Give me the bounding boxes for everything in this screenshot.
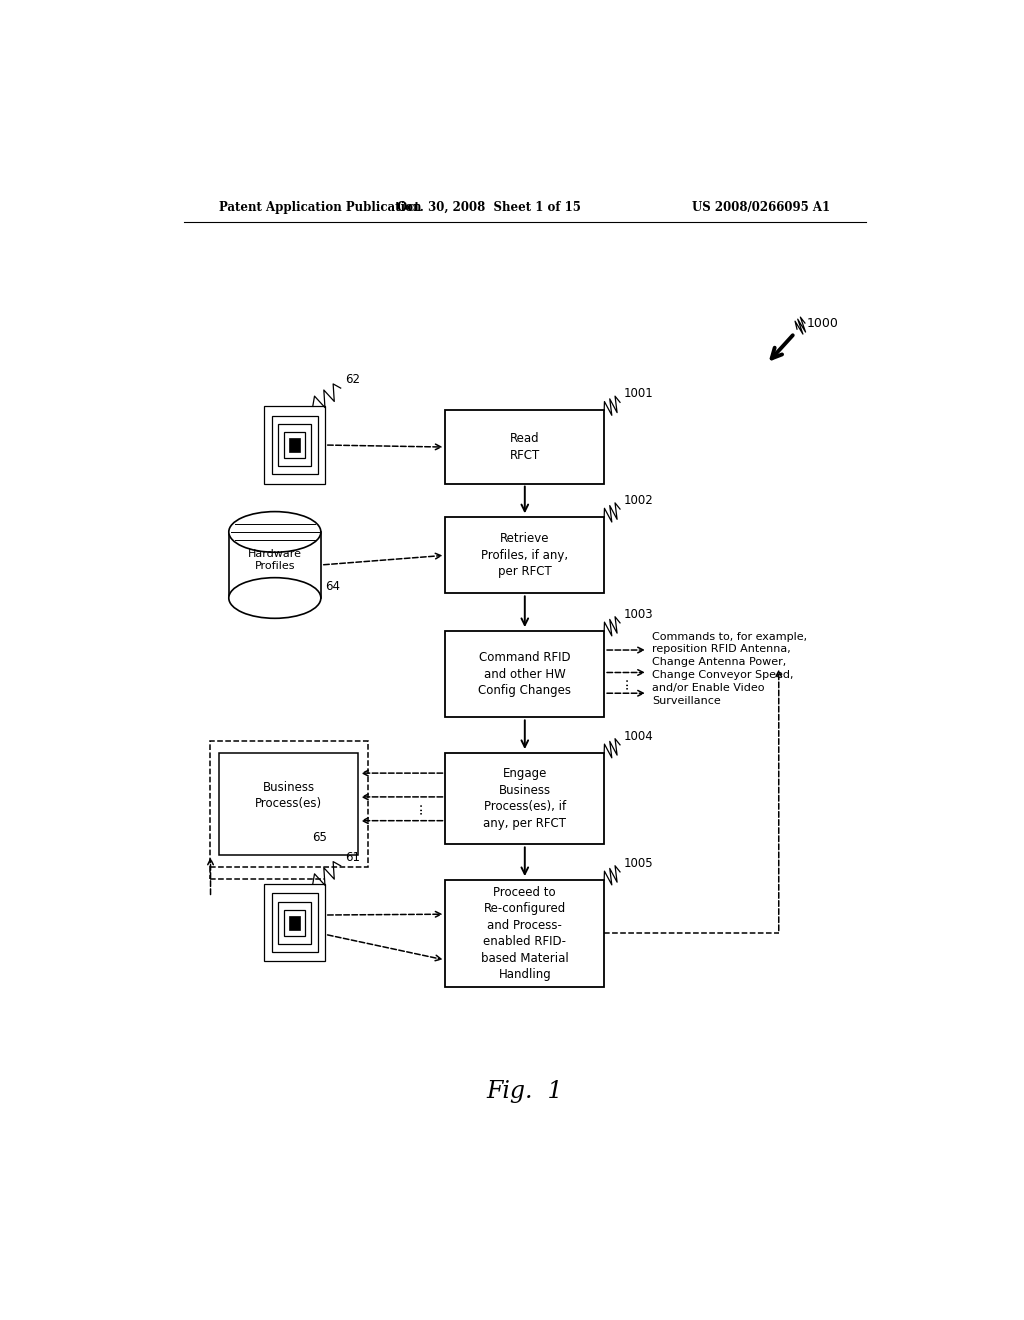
Text: ···: ··· [415,801,429,814]
Bar [279,424,311,466]
Bar [271,416,317,474]
Text: US 2008/0266095 A1: US 2008/0266095 A1 [692,201,830,214]
Bar [279,902,311,944]
Ellipse shape [228,578,321,618]
Bar [445,517,604,594]
Bar [219,752,358,854]
Text: Oct. 30, 2008  Sheet 1 of 15: Oct. 30, 2008 Sheet 1 of 15 [397,201,581,214]
Text: 1003: 1003 [624,609,653,620]
Text: 1004: 1004 [624,730,653,743]
Text: Command RFID
and other HW
Config Changes: Command RFID and other HW Config Changes [478,651,571,697]
Bar [264,884,325,961]
Text: 1005: 1005 [624,857,653,870]
Text: ···: ··· [621,676,635,689]
Text: Fig.  1: Fig. 1 [486,1080,563,1104]
Text: Commands to, for example,
reposition RFID Antenna,
Change Antenna Power,
Change : Commands to, for example, reposition RFI… [652,632,807,706]
Bar [289,438,300,451]
Bar [210,741,368,867]
Bar [271,894,317,952]
Text: Proceed to
Re-configured
and Process-
enabled RFID-
based Material
Handling: Proceed to Re-configured and Process- en… [481,886,568,981]
Text: Read
RFCT: Read RFCT [510,433,540,462]
Text: 1000: 1000 [807,317,839,330]
Bar [264,407,325,483]
Text: Business
Process(es): Business Process(es) [255,781,323,810]
Bar [228,532,321,598]
Text: Retrieve
Profiles, if any,
per RFCT: Retrieve Profiles, if any, per RFCT [481,532,568,578]
Text: 61: 61 [345,851,359,863]
Text: 64: 64 [325,579,340,593]
Text: 1002: 1002 [624,494,653,507]
Text: Hardware
Profiles: Hardware Profiles [248,549,302,572]
Bar [445,752,604,845]
Text: 1001: 1001 [624,387,653,400]
Bar [289,916,300,929]
Bar [285,432,305,458]
Bar [285,909,305,936]
Bar [445,631,604,718]
Ellipse shape [228,512,321,552]
Text: 65: 65 [312,832,327,845]
Text: 62: 62 [345,374,359,385]
Bar [445,880,604,987]
Text: Patent Application Publication: Patent Application Publication [219,201,422,214]
Text: Engage
Business
Process(es), if
any, per RFCT: Engage Business Process(es), if any, per… [483,767,566,830]
Bar [445,411,604,483]
